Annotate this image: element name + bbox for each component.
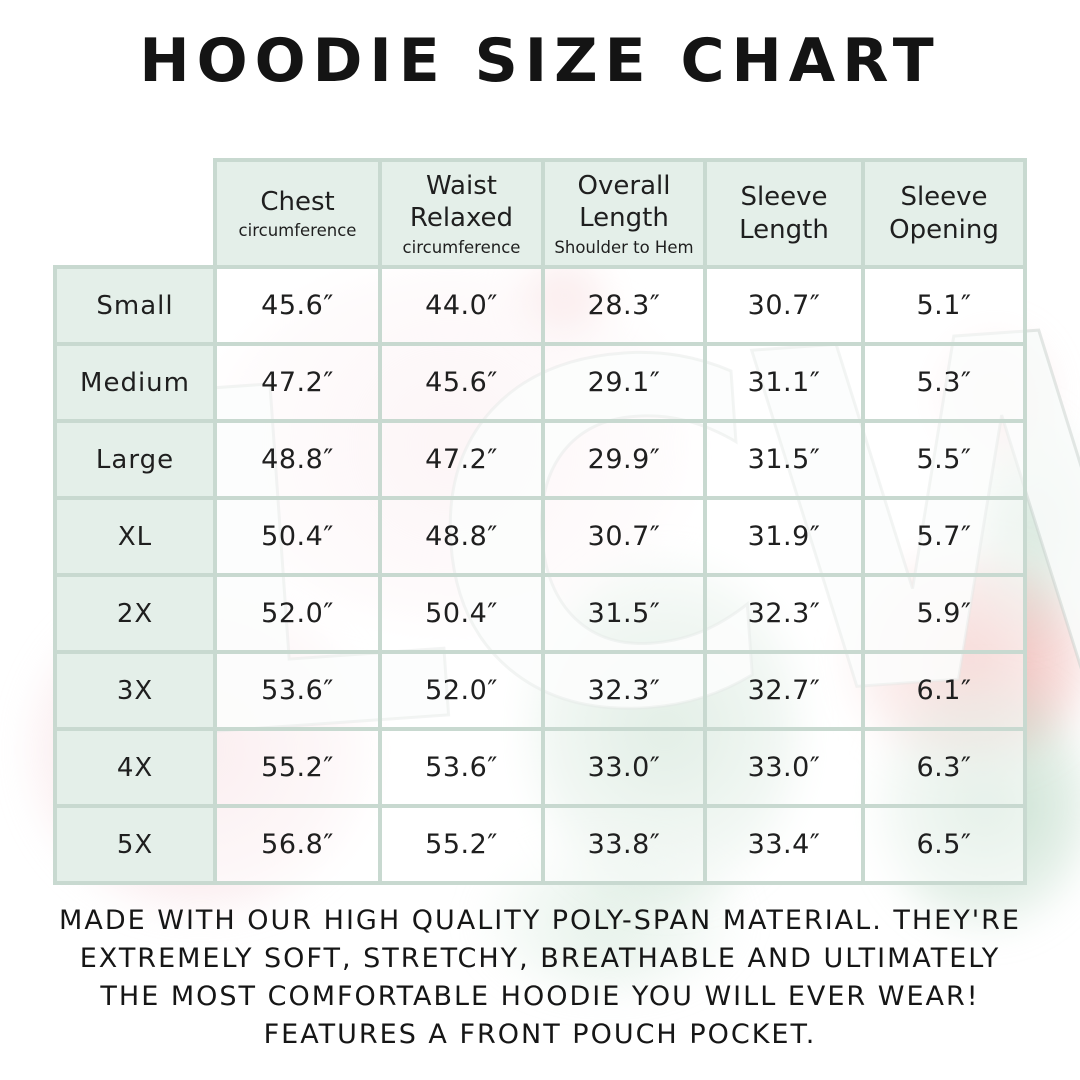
column-subtitle: circumference <box>402 237 521 257</box>
column-title: Overall Length <box>577 170 671 234</box>
header-row: Chest circumference Waist Relaxed circum… <box>55 158 1027 269</box>
waist-value: 53.6″ <box>378 727 545 808</box>
size-label: 3X <box>53 650 217 731</box>
chest-value: 55.2″ <box>213 727 382 808</box>
table-row-4x: 4X 55.2″ 53.6″ 33.0″ 33.0″ 6.3″ <box>53 727 1027 808</box>
length-value: 28.3″ <box>541 265 707 346</box>
waist-value: 48.8″ <box>378 496 545 577</box>
column-subtitle: Shoulder to Hem <box>554 237 694 257</box>
length-value: 32.3″ <box>541 650 707 731</box>
length-value: 31.5″ <box>541 573 707 654</box>
table-row-small: Small 45.6″ 44.0″ 28.3″ 30.7″ 5.1″ <box>53 265 1027 346</box>
column-title: Waist Relaxed <box>409 170 514 234</box>
size-label: 4X <box>53 727 217 808</box>
sleeve-opening-value: 5.3″ <box>861 342 1027 423</box>
chest-value: 45.6″ <box>213 265 382 346</box>
column-title: Sleeve Opening <box>889 182 999 245</box>
waist-value: 55.2″ <box>378 804 545 885</box>
chest-value: 52.0″ <box>213 573 382 654</box>
sleeve-opening-value: 5.1″ <box>861 265 1027 346</box>
column-header-sleeve-opening: Sleeve Opening <box>861 158 1027 269</box>
size-label: XL <box>53 496 217 577</box>
size-label: Medium <box>53 342 217 423</box>
sleeve-length-value: 32.7″ <box>703 650 865 731</box>
sleeve-opening-value: 5.9″ <box>861 573 1027 654</box>
corner-empty-cell <box>55 160 215 267</box>
waist-value: 44.0″ <box>378 265 545 346</box>
column-header-overall-length: Overall Length Shoulder to Hem <box>541 158 707 269</box>
size-label: Small <box>53 265 217 346</box>
waist-value: 45.6″ <box>378 342 545 423</box>
sleeve-length-value: 31.5″ <box>703 419 865 500</box>
page-title: HOODIE SIZE CHART <box>139 26 941 96</box>
sleeve-opening-value: 6.1″ <box>861 650 1027 731</box>
table-row-3x: 3X 53.6″ 52.0″ 32.3″ 32.7″ 6.1″ <box>53 650 1027 731</box>
length-value: 29.9″ <box>541 419 707 500</box>
table-row-5x: 5X 56.8″ 55.2″ 33.8″ 33.4″ 6.5″ <box>53 804 1027 885</box>
length-value: 33.8″ <box>541 804 707 885</box>
sleeve-opening-value: 5.7″ <box>861 496 1027 577</box>
description-line: FEATURES A FRONT POUCH POCKET. <box>263 1019 817 1050</box>
size-label: Large <box>53 419 217 500</box>
description-line: EXTREMELY SOFT, STRETCHY, BREATHABLE AND… <box>79 943 1001 974</box>
sleeve-opening-value: 6.3″ <box>861 727 1027 808</box>
chest-value: 56.8″ <box>213 804 382 885</box>
table-row-xl: XL 50.4″ 48.8″ 30.7″ 31.9″ 5.7″ <box>53 496 1027 577</box>
column-subtitle: circumference <box>238 221 357 241</box>
table-row-medium: Medium 47.2″ 45.6″ 29.1″ 31.1″ 5.3″ <box>53 342 1027 423</box>
product-description: MADE WITH OUR HIGH QUALITY POLY-SPAN MAT… <box>0 902 1080 1054</box>
size-label: 2X <box>53 573 217 654</box>
column-header-sleeve-length: Sleeve Length <box>703 158 865 269</box>
sleeve-length-value: 31.1″ <box>703 342 865 423</box>
length-value: 29.1″ <box>541 342 707 423</box>
description-line: MADE WITH OUR HIGH QUALITY POLY-SPAN MAT… <box>59 905 1021 936</box>
sleeve-length-value: 33.0″ <box>703 727 865 808</box>
length-value: 30.7″ <box>541 496 707 577</box>
waist-value: 47.2″ <box>378 419 545 500</box>
chest-value: 48.8″ <box>213 419 382 500</box>
waist-value: 52.0″ <box>378 650 545 731</box>
table-row-large: Large 48.8″ 47.2″ 29.9″ 31.5″ 5.5″ <box>53 419 1027 500</box>
column-title: Chest <box>260 186 335 217</box>
size-label: 5X <box>53 804 217 885</box>
sleeve-length-value: 32.3″ <box>703 573 865 654</box>
waist-value: 50.4″ <box>378 573 545 654</box>
sleeve-opening-value: 5.5″ <box>861 419 1027 500</box>
length-value: 33.0″ <box>541 727 707 808</box>
sleeve-length-value: 30.7″ <box>703 265 865 346</box>
sleeve-length-value: 31.9″ <box>703 496 865 577</box>
column-header-chest: Chest circumference <box>213 158 382 269</box>
size-table-body: Small 45.6″ 44.0″ 28.3″ 30.7″ 5.1″ Mediu… <box>53 265 1027 885</box>
size-table-header: Chest circumference Waist Relaxed circum… <box>55 158 1027 269</box>
sleeve-length-value: 33.4″ <box>703 804 865 885</box>
chest-value: 47.2″ <box>213 342 382 423</box>
chest-value: 53.6″ <box>213 650 382 731</box>
description-line: THE MOST COMFORTABLE HOODIE YOU WILL EVE… <box>100 981 980 1012</box>
column-title: Sleeve Length <box>739 182 829 245</box>
size-table: Chest circumference Waist Relaxed circum… <box>53 158 1027 885</box>
sleeve-opening-value: 6.5″ <box>861 804 1027 885</box>
chest-value: 50.4″ <box>213 496 382 577</box>
table-row-2x: 2X 52.0″ 50.4″ 31.5″ 32.3″ 5.9″ <box>53 573 1027 654</box>
column-header-waist: Waist Relaxed circumference <box>378 158 545 269</box>
